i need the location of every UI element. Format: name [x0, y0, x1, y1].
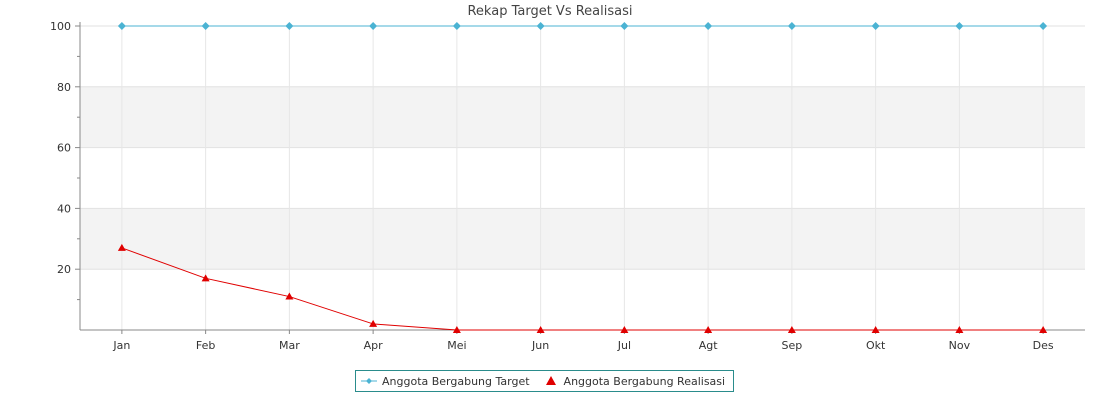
point-marker	[955, 326, 964, 333]
series-line-1	[121, 247, 1044, 331]
x-tick-label: Jun	[531, 339, 549, 352]
x-tick-label: Feb	[196, 339, 215, 352]
point-marker	[1039, 326, 1048, 333]
y-tick-labels: 20 40 60 80 100	[50, 20, 71, 276]
point-marker	[787, 22, 796, 30]
x-tick-label: Des	[1033, 339, 1054, 352]
legend: Anggota Bergabung Target Anggota Bergabu…	[355, 370, 735, 392]
point-marker	[369, 319, 378, 327]
point-marker	[117, 22, 126, 30]
x-tick-label: Mei	[447, 339, 466, 352]
legend-label-target: Anggota Bergabung Target	[382, 374, 530, 388]
point-marker	[787, 326, 796, 333]
point-marker	[704, 22, 713, 30]
x-tick-label: Mar	[279, 339, 300, 352]
point-marker	[620, 22, 629, 30]
point-marker	[117, 243, 126, 251]
point-marker	[1039, 22, 1048, 30]
legend-item-realisasi[interactable]: Anggota Bergabung Realisasi	[542, 374, 726, 388]
x-tick-label: Apr	[364, 339, 384, 352]
point-marker	[452, 326, 461, 333]
x-tick-label: Nov	[949, 339, 971, 352]
point-marker	[536, 326, 545, 333]
series-group	[117, 22, 1048, 333]
legend-label-realisasi: Anggota Bergabung Realisasi	[563, 374, 726, 388]
triangle-marker-icon	[545, 376, 556, 385]
x-tick-labels: Jan Feb Mar Apr Mei Jun Jul Agt Sep Okt Nov Des	[112, 339, 1053, 352]
x-tick-label: Jan	[112, 339, 130, 352]
y-tick-label: 80	[57, 81, 71, 94]
point-marker	[285, 22, 294, 30]
point-marker	[201, 22, 210, 30]
y-tick-label: 60	[57, 142, 71, 155]
point-marker	[452, 22, 461, 30]
plot-band	[80, 208, 1085, 270]
x-tick-label: Sep	[782, 339, 803, 352]
point-marker	[620, 326, 629, 333]
x-tick-label: Okt	[866, 339, 886, 352]
point-marker	[871, 326, 880, 333]
chart-title: Rekap Target Vs Realisasi	[467, 4, 633, 19]
y-tick-label: 40	[57, 202, 71, 215]
y-tick-label: 20	[57, 263, 71, 276]
point-marker	[955, 22, 964, 30]
point-marker	[871, 22, 880, 30]
x-tick-label: Agt	[699, 339, 719, 352]
point-marker	[201, 274, 210, 282]
y-tick-label: 100	[50, 20, 71, 33]
axes	[75, 22, 1085, 334]
point-marker	[536, 22, 545, 30]
point-marker	[285, 292, 294, 300]
point-marker	[369, 22, 378, 30]
grid-lines	[80, 25, 1085, 330]
plot-band	[80, 86, 1085, 148]
x-tick-label: Jul	[617, 339, 631, 352]
diamond-marker-icon	[361, 378, 377, 384]
plot-bands	[80, 86, 1085, 270]
legend-item-target[interactable]: Anggota Bergabung Target	[360, 374, 530, 388]
point-marker	[704, 326, 713, 333]
